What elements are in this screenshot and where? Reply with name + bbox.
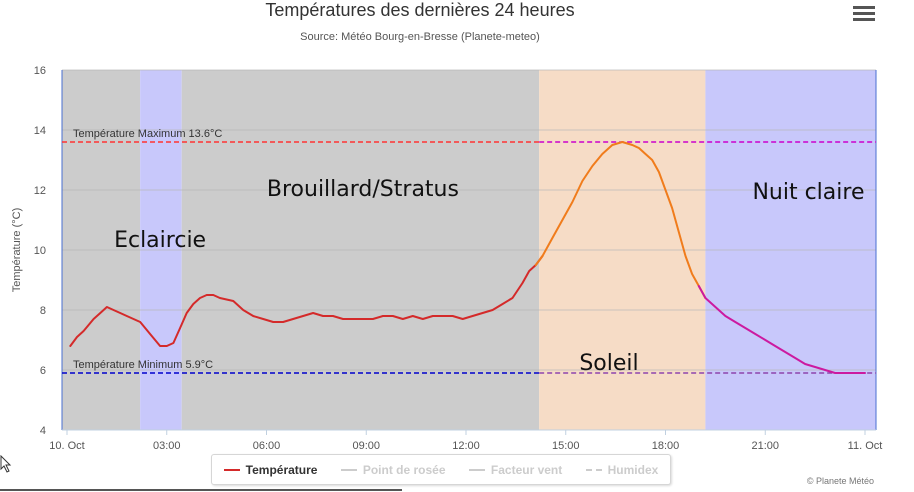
y-tick-label: 8 xyxy=(40,305,46,317)
y-tick-label: 4 xyxy=(40,425,46,437)
legend-item-dew-point[interactable]: Point de rosée xyxy=(340,462,446,477)
temperature-series-line xyxy=(534,141,707,299)
y-tick-label: 14 xyxy=(34,125,46,137)
y-tick-label: 12 xyxy=(34,185,46,197)
legend-label: Point de rosée xyxy=(362,462,446,477)
x-tick-label: 18:00 xyxy=(652,440,680,452)
legend-item-humidex[interactable]: Humidex xyxy=(585,462,659,477)
legend-item-wind-factor[interactable]: Facteur vent xyxy=(468,462,563,477)
y-tick-label: 16 xyxy=(34,65,46,77)
y-tick-label: 10 xyxy=(34,245,46,257)
legend: Température Point de rosée Facteur vent … xyxy=(211,454,671,485)
mouse-cursor-icon xyxy=(0,455,12,473)
x-tick-label: 15:00 xyxy=(552,440,580,452)
legend-item-temperature[interactable]: Température xyxy=(223,462,318,477)
temperature-series-line xyxy=(697,285,866,374)
band-label: Eclaircie xyxy=(114,228,206,253)
legend-swatch xyxy=(340,468,357,471)
y-axis-title: Température (°C) xyxy=(11,208,23,292)
max-reference-label: Température Maximum 13.6°C xyxy=(73,128,222,140)
x-tick-label: 09:00 xyxy=(352,440,380,452)
temperature-series-line xyxy=(69,255,544,347)
chart-subtitle: Source: Météo Bourg-en-Bresse (Planete-m… xyxy=(300,31,540,43)
x-tick-label: 10. Oct xyxy=(49,440,84,452)
legend-swatch xyxy=(585,468,602,471)
divider xyxy=(0,489,402,491)
legend-swatch xyxy=(223,468,240,471)
band-label: Brouillard/Stratus xyxy=(267,177,459,202)
band-label: Nuit claire xyxy=(752,180,864,205)
legend-label: Température xyxy=(245,462,318,477)
x-tick-label: 21:00 xyxy=(751,440,779,452)
chart-title: Températures des dernières 24 heures xyxy=(265,0,575,20)
y-tick-label: 6 xyxy=(40,365,46,377)
x-tick-label: 06:00 xyxy=(253,440,281,452)
x-tick-label: 03:00 xyxy=(153,440,181,452)
min-reference-label: Température Minimum 5.9°C xyxy=(73,359,213,371)
legend-label: Humidex xyxy=(607,462,659,477)
x-tick-label: 12:00 xyxy=(452,440,480,452)
hamburger-menu-icon[interactable] xyxy=(853,4,875,22)
band-label: Soleil xyxy=(579,351,638,376)
legend-label: Facteur vent xyxy=(490,462,563,477)
x-tick-label: 11. Oct xyxy=(848,440,883,452)
credit-text: © Planete Météo xyxy=(806,476,874,486)
legend-swatch xyxy=(468,468,485,471)
